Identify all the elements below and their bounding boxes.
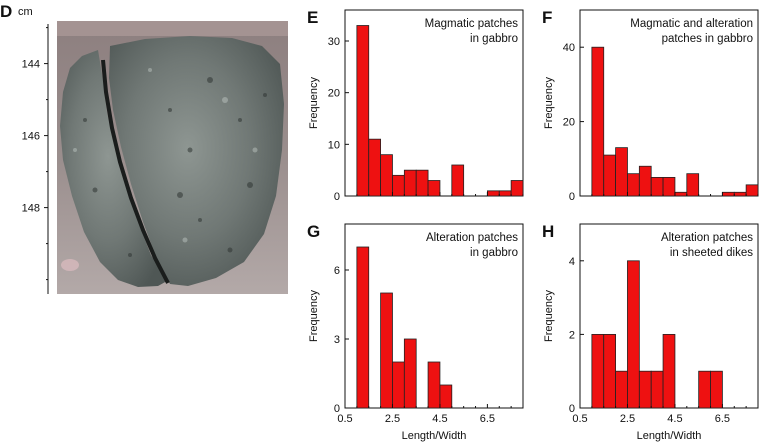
y-tick-label: 0 [334,403,340,415]
histogram-bar [650,176,664,197]
x-axis-title: Length/Width [402,430,467,442]
x-tick-label: 6.5 [480,413,495,425]
histogram-bar [451,164,465,197]
histogram-bar [510,180,524,197]
histogram-bar [638,370,652,409]
panel-label-e: E [307,8,318,27]
histogram-bar [603,154,617,197]
x-tick-label: 2.5 [385,413,400,425]
histogram-bar [722,191,735,197]
histogram-bar [603,333,617,409]
core-photo-top-band [57,21,288,36]
histogram-bar [380,292,393,409]
histogram-bar [415,169,429,197]
histogram-bar [662,176,676,197]
y-tick-label: 6 [334,265,340,277]
histogram-bar [615,370,628,409]
histogram-bar [356,246,370,409]
panel-annotation-line: Alteration patches [661,232,753,244]
panel-label-h: H [542,222,554,241]
panel-annotation-line: Magmatic and alteration [630,18,753,30]
histogram-bar [439,384,453,409]
x-tick-label: 2.5 [620,413,635,425]
panel-label-d: D [0,2,12,21]
depth-unit-label: cm [18,6,33,18]
histogram-bar [627,173,640,197]
histogram-bar [591,46,605,197]
y-tick-label: 20 [328,88,340,100]
y-axis-title: Frequency [543,290,555,342]
x-tick-label: 0.5 [337,413,352,425]
y-tick-label: 3 [334,334,340,346]
x-tick-label: 6.5 [715,413,730,425]
core-photo-panel: D cm 144 146 148 [0,2,288,294]
y-tick-label: 2 [569,329,575,341]
y-tick-label: 0 [334,191,340,203]
y-axis-title: Frequency [543,77,555,129]
histogram-bar [745,184,759,197]
histogram-bar [686,173,700,197]
depth-scale-ticks: 144 146 148 [22,27,48,281]
histogram-bar [486,190,500,197]
x-tick-label: 4.5 [667,413,682,425]
histogram-bar [427,180,441,197]
panel-annotation-line: in gabbro [470,247,518,259]
histogram-bar [368,138,382,197]
histogram-bar [403,169,417,197]
panel-annotation-line: patches in gabbro [662,33,753,45]
y-axis-title: Frequency [308,290,320,342]
histogram-bar [662,333,676,409]
core-fracture [101,59,170,284]
y-tick-label: 0 [569,191,575,203]
y-tick-label: 30 [328,36,340,48]
histogram-panel-g: 0 3 6 0.5 2.5 4.5 6.5 Frequency Length/Width G Alt… [307,222,524,442]
histogram-bar [392,361,405,409]
depth-tick-label: 144 [22,59,40,71]
panel-annotation-line: Alteration patches [426,232,518,244]
panel-label-f: F [542,8,552,27]
histogram-bar [698,370,711,409]
y-tick-label: 40 [563,42,575,54]
histogram-bar [380,154,393,197]
y-tick-label: 20 [563,117,575,129]
histogram-bar [710,370,723,409]
core-pink-stain [61,259,79,271]
histogram-bar [615,147,628,197]
histogram-bar [638,165,652,197]
histogram-bar [498,190,512,197]
depth-tick-label: 148 [22,203,40,215]
histogram-panel-e: 0 10 20 30 Frequency E Magmatic patches in gabb… [307,8,524,203]
depth-tick-label: 146 [22,131,40,143]
y-tick-label: 10 [328,139,340,151]
panel-annotation-line: in gabbro [470,33,518,45]
histogram-bar [403,338,417,409]
y-tick-label: 4 [569,256,575,268]
panel-annotation-line: in sheeted dikes [670,247,753,259]
histogram-bar [674,191,688,197]
panel-label-g: G [307,222,320,241]
panel-annotation-line: Magmatic patches [425,18,519,30]
core-light-spots [73,68,258,243]
histogram-panel-h: 0 2 4 0.5 2.5 4.5 6.5 Frequency Length/Width H Alt… [542,222,759,442]
histogram-bar [392,174,405,197]
x-tick-label: 0.5 [572,413,587,425]
y-axis-title: Frequency [308,77,320,129]
core-texture-spots [83,77,267,257]
histogram-bar [733,191,747,197]
core-rock-right-piece [109,36,284,286]
x-tick-label: 4.5 [432,413,447,425]
x-axis-title: Length/Width [637,430,702,442]
histogram-bar [650,370,664,409]
y-tick-label: 0 [569,403,575,415]
histogram-bar [356,25,370,197]
histogram-bar [427,361,441,409]
histogram-bar [591,333,605,409]
histogram-panel-f: 0 20 40 Frequency F Magmatic and alteration pa… [542,8,759,203]
histogram-bar [627,260,640,409]
